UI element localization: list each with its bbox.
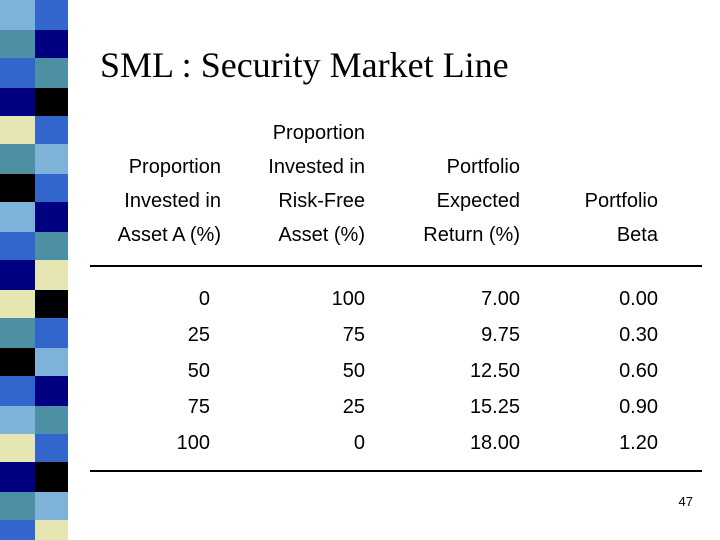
table-cell: 100	[331, 288, 365, 310]
column-risk-free: 100 75 50 25 0	[332, 281, 365, 461]
header-line: Portfolio	[584, 190, 658, 212]
header-line: Portfolio	[446, 156, 520, 178]
table-cell: 0.90	[619, 396, 658, 418]
table-cell: 15.25	[469, 396, 520, 418]
header-line: Asset A (%)	[117, 224, 221, 246]
table-cell: 0	[353, 432, 365, 454]
header-risk-free: Proportion Invested in Risk-Free Asset (%)	[268, 116, 365, 252]
header-expected-return: Portfolio Expected Return (%)	[423, 150, 520, 252]
header-line: Asset (%)	[278, 224, 365, 246]
header-line: Return (%)	[423, 224, 520, 246]
slide-title: SML : Security Market Line	[100, 45, 509, 85]
page-number: 47	[678, 494, 693, 509]
header-line: Proportion	[272, 122, 365, 144]
header-line: Invested in	[124, 190, 221, 212]
table-cell: 9.75	[481, 324, 520, 346]
table-cell: 100	[176, 432, 210, 454]
column-expected-return: 7.00 9.75 12.50 15.25 18.00	[470, 281, 520, 461]
column-asset-a: 0 25 50 75 100	[177, 281, 210, 461]
table-cell: 50	[342, 360, 365, 382]
header-line: Beta	[616, 224, 658, 246]
header-beta: Portfolio Beta	[585, 184, 658, 252]
table-cell: 0.60	[619, 360, 658, 382]
table-cell: 0.30	[619, 324, 658, 346]
table-cell: 18.00	[469, 432, 520, 454]
header-line: Expected	[436, 190, 520, 212]
header-line: Invested in	[268, 156, 365, 178]
header-line: Risk-Free	[278, 190, 365, 212]
table-header-divider	[90, 265, 702, 267]
table-cell: 50	[187, 360, 210, 382]
decorative-stripe	[0, 0, 68, 540]
table-cell: 7.00	[481, 288, 520, 310]
header-line: Proportion	[128, 156, 221, 178]
table-cell: 75	[342, 324, 365, 346]
table-cell: 75	[187, 396, 210, 418]
header-asset-a: Proportion Invested in Asset A (%)	[118, 150, 221, 252]
table-cell: 1.20	[619, 432, 658, 454]
table-cell: 0	[198, 288, 210, 310]
table-cell: 25	[342, 396, 365, 418]
table-cell: 0.00	[619, 288, 658, 310]
column-beta: 0.00 0.30 0.60 0.90 1.20	[619, 281, 658, 461]
table-bottom-rule	[90, 470, 702, 472]
table-cell: 12.50	[469, 360, 520, 382]
table-cell: 25	[187, 324, 210, 346]
